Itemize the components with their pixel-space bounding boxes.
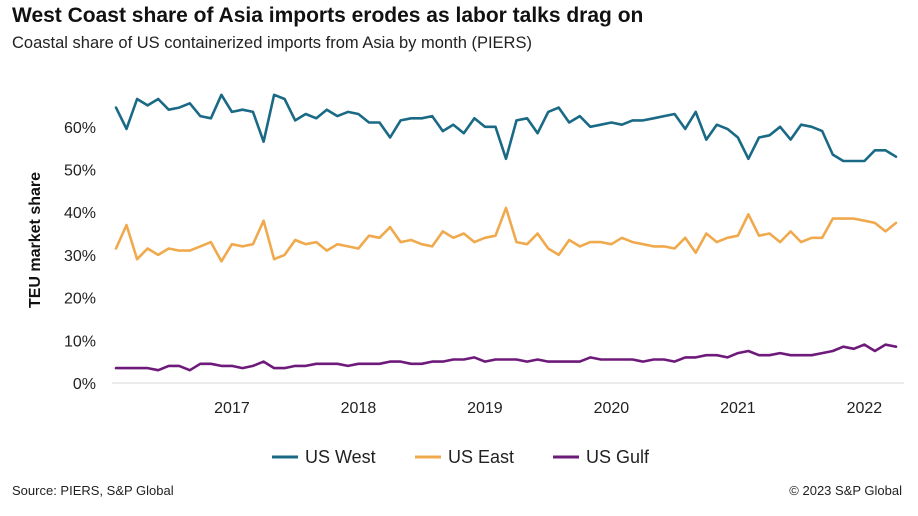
y-tick-label: 30% xyxy=(64,248,96,265)
x-tick-label: 2022 xyxy=(847,400,883,417)
series-line-us-east xyxy=(114,206,898,263)
line-chart: 0% 10% 20% 30% 40% 50% 60% TEU market share 201… xyxy=(27,93,904,467)
x-axis: 2017 2018 2019 2020 2021 2022 xyxy=(112,382,904,417)
series-line-us-gulf xyxy=(114,343,898,372)
source-note: Source: PIERS, S&P Global xyxy=(12,483,174,498)
x-tick-label: 2020 xyxy=(594,400,630,417)
copyright-note: © 2023 S&P Global xyxy=(789,483,902,498)
x-tick-label: 2017 xyxy=(214,400,250,417)
legend-label: US East xyxy=(448,447,514,467)
y-axis: 0% 10% 20% 30% 40% 50% 60% TEU market share xyxy=(27,120,96,393)
series-line-us-west xyxy=(114,93,898,163)
x-tick-label: 2019 xyxy=(467,400,503,417)
y-tick-label: 20% xyxy=(64,291,96,308)
chart-title: West Coast share of Asia imports erodes … xyxy=(12,4,644,27)
y-axis-label: TEU market share xyxy=(27,172,44,308)
y-tick-label: 10% xyxy=(64,333,96,350)
y-tick-label: 60% xyxy=(64,120,96,137)
legend-label: US Gulf xyxy=(586,447,650,467)
legend: US West US East US Gulf xyxy=(272,447,650,467)
y-tick-label: 40% xyxy=(64,205,96,222)
legend-label: US West xyxy=(305,447,376,467)
series-lines xyxy=(114,93,898,372)
y-tick-label: 0% xyxy=(73,376,96,393)
x-tick-label: 2018 xyxy=(341,400,377,417)
y-tick-label: 50% xyxy=(64,163,96,180)
x-tick-label: 2021 xyxy=(720,400,756,417)
chart-subtitle: Coastal share of US containerized import… xyxy=(12,34,532,52)
